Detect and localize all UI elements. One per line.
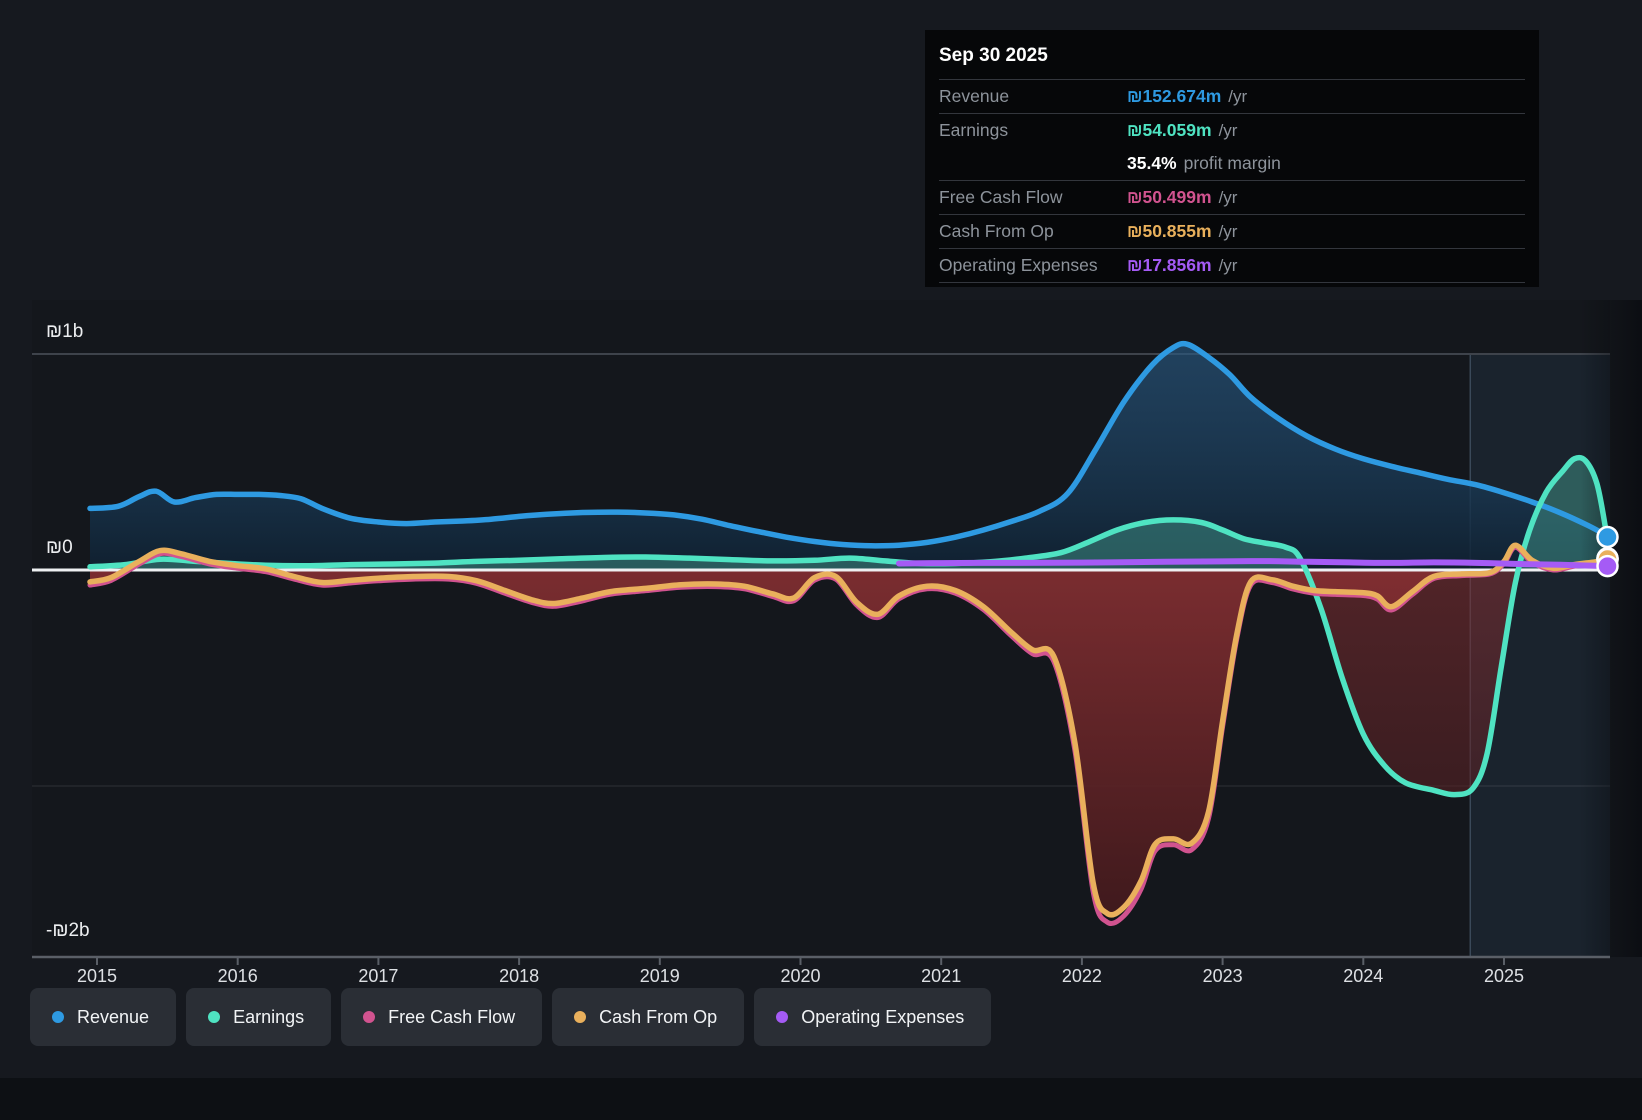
x-axis-label-2016: 2016 [217,966,258,986]
chart-legend: Revenue Earnings Free Cash Flow Cash From O… [30,988,992,1046]
tooltip-label: Earnings [939,120,1009,140]
tooltip-date: Sep 30 2025 [939,45,1048,66]
tooltip-value: ₪54.059m [1127,120,1212,140]
tooltip-value: ₪17.856m [1127,255,1212,275]
tooltip-unit: /yr [1218,256,1238,275]
chart-tooltip: Sep 30 2025 Revenue ₪152.674m /yr Earnin… [925,30,1539,287]
tooltip-row-revenue: Revenue ₪152.674m /yr [939,79,1525,113]
y-axis-label: ₪0 [46,537,73,558]
legend-label: Cash From Op [599,1006,718,1027]
x-axis-label-2020: 2020 [780,966,821,986]
profit-margin-value: 35.4% [1127,153,1177,173]
legend-item-revenue[interactable]: Revenue [30,988,177,1046]
tooltip-unit: /yr [1218,188,1238,207]
legend-label: Operating Expenses [801,1006,965,1027]
legend-label: Revenue [77,1006,150,1027]
tooltip-row-profit-margin: 35.4% profit margin [939,147,1525,180]
x-axis-label-2025: 2025 [1483,966,1525,986]
tooltip-unit: /yr [1228,87,1248,106]
legend-item-earnings[interactable]: Earnings [186,988,332,1046]
tooltip-row-operating-expenses: Operating Expenses ₪17.856m /yr [939,248,1525,282]
x-axis-label-2021: 2021 [921,966,962,986]
series-end-marker-operating_expenses [1596,554,1619,578]
tooltip-label: Free Cash Flow [939,187,1063,207]
y-axis-label: -₪2b [46,920,90,941]
legend-dot-cash_from_op [574,1011,587,1023]
x-axis-label-2015: 2015 [76,966,118,986]
x-axis-label-2019: 2019 [639,966,680,986]
legend-item-free_cash_flow[interactable]: Free Cash Flow [341,988,543,1046]
x-axis-label-2017: 2017 [358,966,399,986]
series-end-marker-revenue [1596,525,1619,549]
tooltip-unit: /yr [1218,222,1238,241]
profit-margin-label: profit margin [1183,153,1281,173]
legend-dot-earnings [208,1011,221,1023]
x-axis-label-2024: 2024 [1343,966,1384,986]
legend-dot-revenue [52,1011,64,1023]
x-axis-label-2023: 2023 [1202,966,1243,986]
tooltip-label: Operating Expenses [939,255,1098,275]
x-axis-label-2018: 2018 [499,966,540,986]
tooltip-row-free-cash-flow: Free Cash Flow ₪50.499m /yr [939,180,1525,214]
bottom-bar [0,1078,1642,1120]
tooltip-value: ₪50.855m [1127,221,1212,241]
y-axis-label: ₪1b [46,321,84,342]
legend-dot-operating_expenses [776,1011,789,1023]
tooltip-divider [939,282,1525,285]
tooltip-label: Revenue [939,86,1010,106]
legend-label: Free Cash Flow [388,1006,516,1027]
tooltip-row-cash-from-op: Cash From Op ₪50.855m /yr [939,214,1525,248]
x-axis-label-2022: 2022 [1061,966,1102,986]
tooltip-value: ₪50.499m [1127,187,1212,207]
tooltip-row-earnings: Earnings ₪54.059m /yr [939,113,1525,147]
legend-item-operating_expenses[interactable]: Operating Expenses [754,988,992,1046]
tooltip-unit: /yr [1218,121,1238,140]
legend-label: Earnings [233,1006,305,1027]
legend-dot-free_cash_flow [363,1011,376,1023]
tooltip-label: Cash From Op [939,221,1054,241]
legend-item-cash_from_op[interactable]: Cash From Op [552,988,745,1046]
tooltip-value: ₪152.674m [1127,86,1222,106]
